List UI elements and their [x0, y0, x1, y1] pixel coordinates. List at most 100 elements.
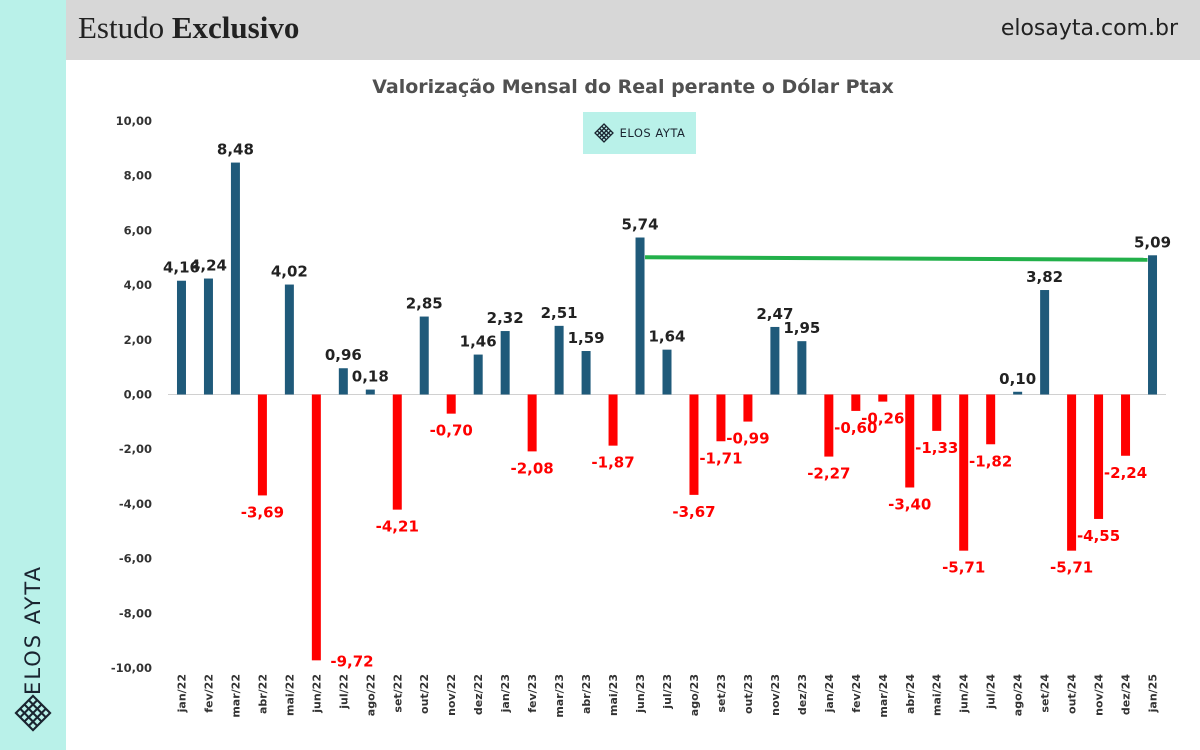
x-tick-label: mai/22: [283, 674, 296, 716]
bar: [230, 162, 240, 395]
bar: [338, 368, 348, 395]
bar: [689, 394, 699, 495]
bar: [500, 331, 510, 395]
bar: [1013, 391, 1023, 395]
data-label: -1,71: [699, 449, 742, 467]
bar: [770, 326, 780, 395]
y-tick-label: -4,00: [119, 497, 152, 511]
data-label: 1,95: [783, 319, 820, 337]
data-label: -2,08: [511, 459, 554, 477]
x-tick-label: abr/24: [904, 674, 917, 714]
data-label: -0,70: [430, 422, 473, 440]
data-label: 0,10: [999, 370, 1036, 388]
data-label: 0,18: [352, 368, 389, 386]
bar: [473, 354, 483, 395]
x-tick-label: fev/22: [202, 674, 215, 713]
bar-chart: 10,00 8,00 6,00 4,00 2,00 0,00 -2,00 -4,00 -6,00…: [111, 114, 1171, 718]
bar: [446, 394, 456, 414]
bar: [311, 394, 321, 661]
data-label: 1,64: [648, 328, 685, 346]
data-label: 1,59: [568, 329, 605, 347]
data-label: -4,55: [1077, 527, 1120, 545]
data-label: -0,60: [834, 419, 877, 437]
bar: [1094, 394, 1104, 519]
data-label: -3,40: [888, 495, 931, 513]
x-tick-label: jun/22: [310, 674, 323, 714]
x-tick-label: jul/24: [985, 674, 998, 710]
data-label: 4,16: [163, 259, 200, 277]
chart-title: Valorização Mensal do Real perante o Dól…: [372, 76, 894, 98]
title-regular: Estudo: [78, 10, 165, 45]
bar: [959, 394, 969, 551]
x-tick-label: jun/23: [634, 674, 647, 714]
y-tick-label: -10,00: [111, 661, 152, 675]
data-label: -9,72: [330, 652, 373, 670]
data-label: 4,02: [271, 263, 308, 281]
y-tick-label: 10,00: [116, 114, 152, 128]
data-label: 2,47: [756, 305, 793, 323]
x-tick-label: dez/23: [796, 674, 809, 715]
data-label: -1,87: [591, 454, 634, 472]
lattice-diamond-icon: [14, 694, 52, 732]
y-tick-label: -2,00: [119, 442, 152, 456]
x-tick-label: set/23: [715, 674, 728, 713]
bar: [797, 341, 807, 395]
bar: [581, 351, 591, 395]
bar: [662, 349, 672, 395]
x-tick-label: jul/22: [337, 674, 350, 710]
data-label: -4,21: [376, 518, 419, 536]
data-label: 5,74: [622, 216, 659, 234]
page-header: Estudo Exclusivo elosayta.com.br: [66, 0, 1200, 60]
bar: [716, 394, 726, 442]
x-tick-label: mar/24: [877, 674, 890, 718]
x-tick-label: ago/23: [688, 674, 701, 716]
x-tick-label: nov/23: [769, 674, 782, 716]
y-tick-label: 6,00: [124, 223, 152, 237]
x-tick-label: dez/24: [1120, 674, 1133, 715]
site-url: elosayta.com.br: [1000, 16, 1178, 41]
data-label: 2,85: [406, 295, 443, 313]
bar: [905, 394, 915, 488]
bar: [986, 394, 996, 445]
x-tick-label: mai/23: [607, 674, 620, 716]
x-tick-label: jan/25: [1147, 674, 1160, 713]
x-tick-label: set/22: [391, 674, 404, 713]
x-tick-label: dez/22: [472, 674, 485, 715]
x-tick-label: abr/23: [580, 674, 593, 714]
x-tick-label: mar/22: [229, 674, 242, 718]
data-label: -1,82: [969, 452, 1012, 470]
bar: [1067, 394, 1077, 551]
bar: [932, 394, 942, 431]
brand-name: ELOS AYTA: [619, 126, 686, 140]
x-tick-label: jul/23: [661, 674, 674, 710]
y-tick-label: -8,00: [119, 606, 152, 620]
bar: [1148, 255, 1158, 395]
bar: [257, 394, 267, 496]
x-tick-label: mai/24: [931, 674, 944, 716]
bar: [1040, 290, 1050, 395]
x-tick-label: fev/24: [850, 674, 863, 713]
data-label: -0,99: [726, 430, 769, 448]
data-label: 3,82: [1026, 268, 1063, 286]
bar: [392, 394, 402, 510]
y-tick-label: 2,00: [124, 333, 152, 347]
x-tick-label: jun/24: [958, 674, 971, 714]
bar: [1121, 394, 1131, 456]
x-tick-label: nov/24: [1093, 674, 1106, 716]
data-label: -1,33: [915, 439, 958, 457]
bar: [878, 394, 888, 402]
bar: [419, 316, 429, 395]
y-tick-label: 4,00: [124, 278, 152, 292]
data-label: -5,71: [1050, 559, 1093, 577]
data-label: 2,51: [541, 304, 578, 322]
trend-line: [645, 255, 1148, 262]
bar: [635, 237, 645, 395]
bar: [203, 278, 213, 395]
data-label: -3,69: [241, 503, 284, 521]
x-tick-label: jan/24: [823, 674, 836, 714]
bar: [176, 280, 186, 395]
bar: [851, 394, 861, 411]
bar: [365, 389, 375, 395]
x-tick-label: ago/24: [1012, 674, 1025, 717]
x-tick-label: jan/22: [175, 674, 188, 713]
